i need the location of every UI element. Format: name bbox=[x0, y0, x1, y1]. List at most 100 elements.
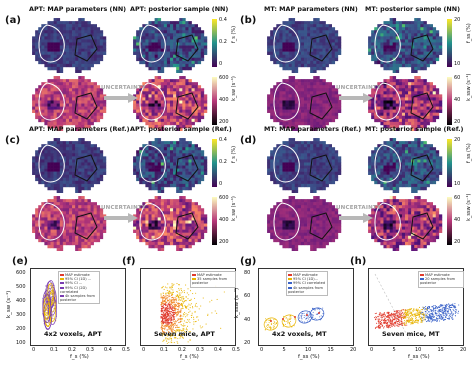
scatter-point bbox=[436, 318, 438, 320]
scatter-point bbox=[433, 317, 435, 319]
scatter-point bbox=[284, 323, 286, 325]
scatter-point bbox=[400, 312, 402, 314]
scatter-point bbox=[50, 298, 52, 300]
scatter-point bbox=[269, 326, 271, 328]
scatter-point bbox=[447, 317, 449, 320]
scatter-point bbox=[404, 310, 406, 312]
scatter-point bbox=[420, 312, 422, 314]
scatter-point bbox=[185, 306, 187, 308]
scatter-point bbox=[173, 323, 176, 325]
legend-entry: MAP estimate bbox=[293, 273, 318, 277]
scatter-point bbox=[444, 310, 446, 312]
scatter-point bbox=[389, 318, 391, 320]
scatter-point bbox=[303, 317, 305, 319]
scatter-point bbox=[403, 320, 406, 322]
scatter-point bbox=[424, 316, 426, 318]
scatter-point bbox=[424, 309, 426, 311]
scatter-point bbox=[306, 317, 308, 319]
scatter-point bbox=[176, 294, 178, 296]
scatter-point bbox=[395, 312, 398, 314]
scatter-point bbox=[448, 317, 450, 319]
scatter-point bbox=[190, 298, 192, 300]
param-map-sample bbox=[368, 138, 443, 193]
scatter-point bbox=[166, 318, 168, 320]
scatter-point bbox=[162, 318, 164, 320]
scatter-point bbox=[161, 322, 163, 324]
scatter-point bbox=[46, 313, 48, 315]
scatter-point bbox=[168, 300, 170, 302]
scatter-point bbox=[316, 313, 318, 315]
scatter-point bbox=[189, 304, 191, 306]
x-tick: 20 bbox=[350, 347, 357, 353]
ci-ellipse bbox=[281, 314, 297, 328]
scatter-point bbox=[442, 314, 444, 316]
scatter-point bbox=[274, 323, 276, 325]
scatter-point bbox=[268, 325, 270, 327]
x-tick: 0.1 bbox=[50, 347, 58, 353]
legend-swatch bbox=[420, 278, 424, 281]
scatter-point bbox=[168, 331, 170, 333]
x-tick: 0.5 bbox=[122, 347, 130, 353]
scatter-point bbox=[409, 315, 411, 317]
scatter-point bbox=[391, 314, 393, 316]
scatter-point bbox=[430, 317, 432, 319]
scatter-point bbox=[183, 323, 185, 325]
scatter-point bbox=[169, 328, 171, 330]
scatter-point bbox=[386, 326, 388, 328]
scatter-point bbox=[270, 328, 272, 330]
scatter-point bbox=[408, 311, 410, 313]
scatter-point bbox=[435, 313, 437, 315]
scatter-point bbox=[415, 317, 417, 320]
scatter-point bbox=[386, 319, 388, 321]
scatter-point bbox=[396, 320, 398, 323]
scatter-point bbox=[308, 314, 310, 316]
scatter-point bbox=[176, 341, 178, 343]
scatter-point bbox=[177, 308, 179, 310]
scatter-point bbox=[180, 288, 182, 290]
colorbar-tick: 400 bbox=[219, 217, 229, 223]
scatter-point bbox=[186, 307, 188, 309]
scatter-point bbox=[185, 327, 187, 329]
legend-entry: MAP estimate bbox=[197, 273, 222, 277]
scatter-point bbox=[169, 334, 171, 336]
scatter-point bbox=[413, 309, 415, 311]
scatter-point bbox=[394, 323, 396, 325]
colorbar-unit: f_s (%) bbox=[231, 145, 237, 163]
scatter-point bbox=[164, 286, 166, 288]
scatter-point bbox=[187, 313, 189, 315]
scatter-point bbox=[181, 337, 183, 339]
scatter-point bbox=[433, 314, 435, 316]
scatter-point bbox=[169, 308, 171, 310]
scatter-point bbox=[160, 317, 162, 319]
scatter-point bbox=[173, 321, 175, 323]
scatter-point bbox=[392, 320, 394, 323]
scatter-point bbox=[163, 319, 165, 321]
scatter-point bbox=[162, 300, 164, 302]
scatter-point bbox=[312, 316, 314, 318]
scatter-point bbox=[375, 312, 377, 314]
scatter-point bbox=[176, 315, 178, 317]
scatter-point bbox=[165, 318, 167, 320]
scatter-point bbox=[169, 287, 171, 289]
scatter-point bbox=[193, 316, 195, 318]
scatter-point bbox=[173, 317, 175, 319]
scatter-point bbox=[182, 300, 184, 302]
scatter-point bbox=[432, 310, 434, 312]
scatter-point bbox=[387, 311, 389, 313]
legend-entry: 95% CI (1D)... bbox=[293, 277, 319, 282]
scatter-point bbox=[175, 308, 177, 310]
scatter-point bbox=[205, 323, 207, 325]
scatter-point bbox=[427, 318, 430, 320]
scatter-point bbox=[171, 304, 174, 306]
scatter-point bbox=[398, 325, 400, 327]
scatter-point bbox=[181, 296, 183, 298]
scatter-point bbox=[170, 322, 172, 324]
scatter-point bbox=[439, 314, 441, 316]
scatter-point bbox=[307, 316, 309, 318]
panel-label: (c) bbox=[5, 135, 21, 146]
panel-title-right: APT: posterior sample (NN) bbox=[130, 5, 229, 13]
legend: MAP estimate 20 samples from posterior bbox=[418, 271, 464, 288]
scatter-point bbox=[177, 310, 179, 313]
scatter-point bbox=[170, 314, 172, 316]
scatter-point bbox=[448, 316, 450, 318]
